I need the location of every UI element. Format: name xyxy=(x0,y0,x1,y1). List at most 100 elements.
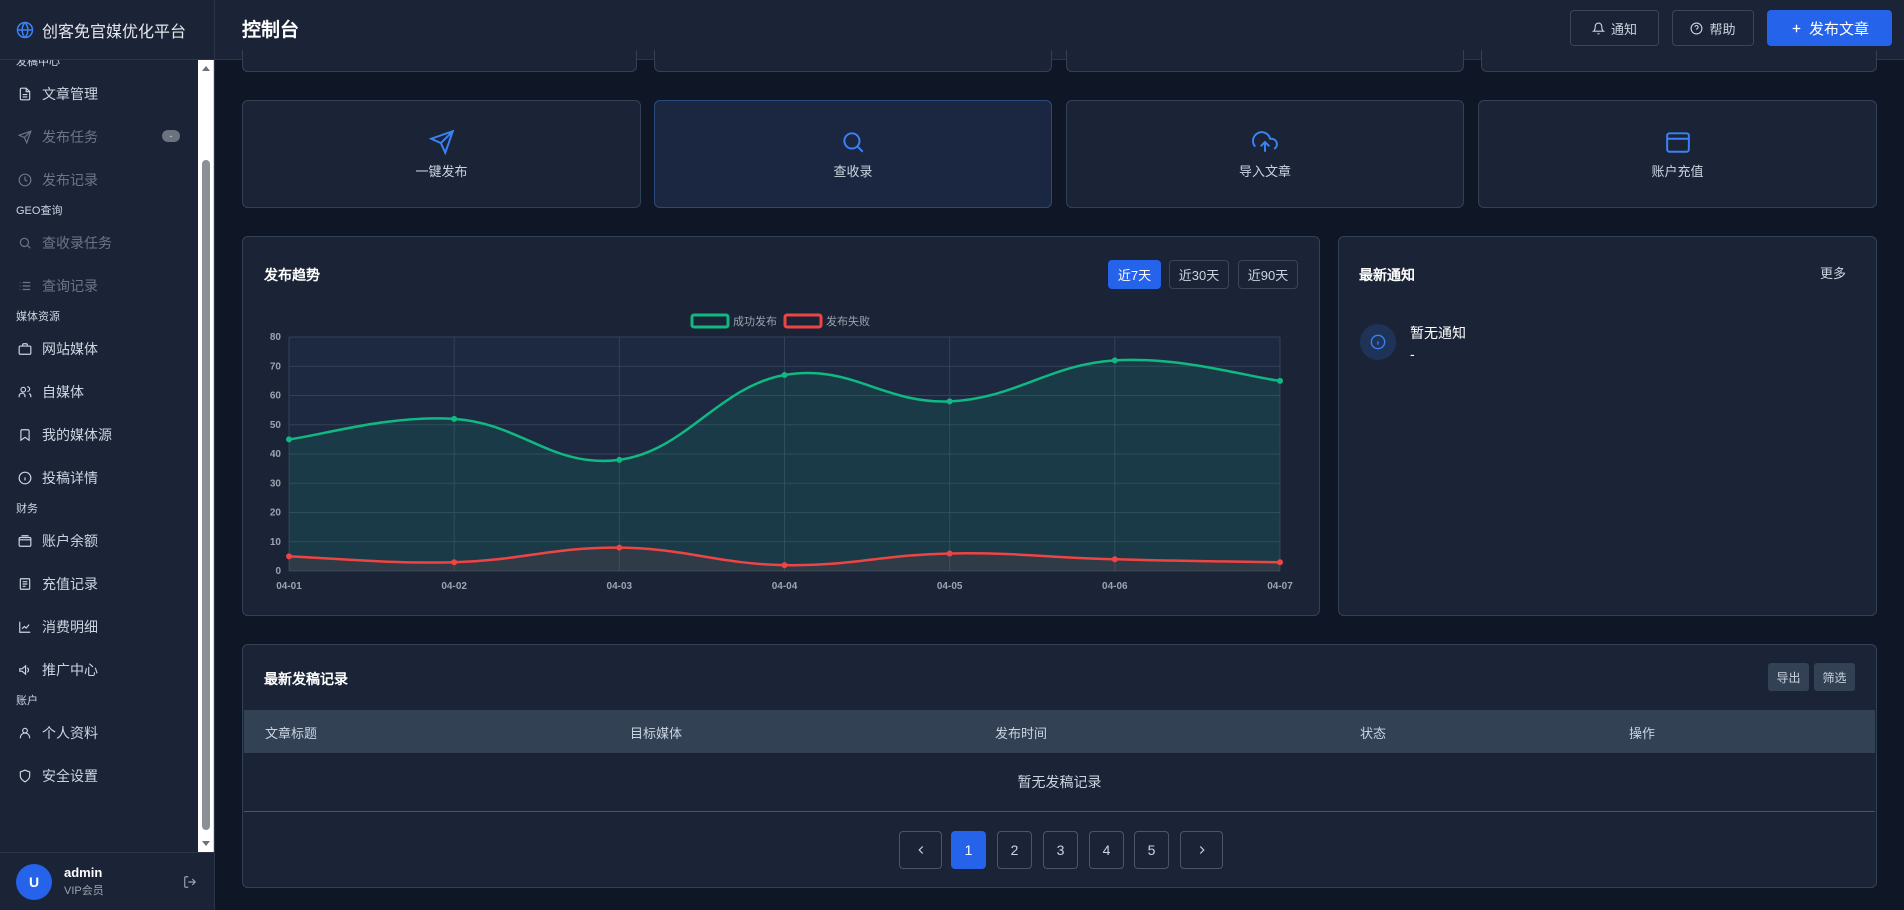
data-point xyxy=(946,550,953,557)
sidebar-item-publish-records[interactable]: 发布记录 xyxy=(0,158,198,201)
sidebar-item-label: 查询记录 xyxy=(42,277,98,294)
sidebar-item-consumption-details[interactable]: 消费明细 xyxy=(0,605,198,648)
sidebar-item-promotion-center[interactable]: 推广中心 xyxy=(0,648,198,691)
clock-icon xyxy=(18,173,32,186)
sidebar-item-label: 安全设置 xyxy=(42,767,98,784)
page-button[interactable]: 4 xyxy=(1089,831,1124,869)
card-title: 最新通知 xyxy=(1359,267,1415,283)
sidebar-item-label: 充值记录 xyxy=(42,575,98,592)
column-header: 操作 xyxy=(1629,726,1656,741)
publish-article-button[interactable]: 发布文章 xyxy=(1767,10,1892,46)
legend-label: 成功发布 xyxy=(733,314,777,328)
quick-action-publish[interactable]: 一键发布 xyxy=(242,100,641,208)
page-button[interactable]: 3 xyxy=(1043,831,1078,869)
search-icon xyxy=(843,131,864,152)
scroll-down-arrow[interactable] xyxy=(202,841,210,846)
data-point xyxy=(286,436,292,443)
bell-icon xyxy=(1591,22,1605,34)
data-point xyxy=(781,372,788,379)
data-point xyxy=(1277,377,1283,384)
page-button[interactable]: 1 xyxy=(951,831,986,869)
sidebar-item-self-media[interactable]: 自媒体 xyxy=(0,370,198,413)
scroll-up-arrow[interactable] xyxy=(202,66,210,71)
brand[interactable]: 创客免官媒优化平台 xyxy=(0,0,214,60)
quick-action-label: 导入文章 xyxy=(1238,163,1291,179)
sidebar-item-query-records[interactable]: 查询记录 xyxy=(0,264,198,307)
data-point xyxy=(616,544,623,551)
page-button[interactable]: 2 xyxy=(997,831,1032,869)
help-button[interactable]: 帮助 xyxy=(1672,10,1754,46)
data-point xyxy=(781,562,788,569)
nav-section-title: 账户 xyxy=(16,695,38,707)
y-tick-label: 20 xyxy=(270,508,282,519)
sidebar-item-submission-details[interactable]: 投稿详情 xyxy=(0,456,198,499)
export-button[interactable]: 导出 xyxy=(1768,663,1809,691)
avatar[interactable]: U xyxy=(16,863,52,900)
data-point xyxy=(451,415,458,422)
wallet-icon xyxy=(18,534,32,547)
quick-action-import[interactable]: 导入文章 xyxy=(1066,100,1464,208)
page-title: 控制台 xyxy=(242,20,300,41)
sidebar-item-article-management[interactable]: 文章管理 xyxy=(0,72,198,115)
stat-card xyxy=(1066,50,1464,72)
briefcase-icon xyxy=(18,342,32,355)
sidebar-item-my-media-sources[interactable]: 我的媒体源 xyxy=(0,413,198,456)
page-button[interactable]: 5 xyxy=(1134,831,1169,869)
help-icon xyxy=(1691,22,1703,34)
sidebar-item-account-balance[interactable]: 账户余额 xyxy=(0,519,198,562)
sidebar-item-label: 个人资料 xyxy=(42,724,98,741)
nav-section-title: 发稿中心 xyxy=(16,60,60,68)
sidebar-item-index-tasks[interactable]: 查收录任务 xyxy=(0,221,198,264)
sidebar-item-recharge-records[interactable]: 充值记录 xyxy=(0,562,198,605)
scroll-thumb[interactable] xyxy=(202,160,210,830)
shield-icon xyxy=(19,769,31,782)
sidebar-item-security[interactable]: 安全设置 xyxy=(0,754,198,797)
sidebar-item-website-media[interactable]: 网站媒体 xyxy=(0,327,198,370)
send-icon xyxy=(18,129,32,144)
y-tick-label: 80 xyxy=(270,332,282,343)
filter-button[interactable]: 筛选 xyxy=(1814,663,1855,691)
chart-line-icon xyxy=(19,621,31,633)
sidebar-item-label: 查收录任务 xyxy=(42,234,112,251)
range-7-days-button[interactable]: 近7天 xyxy=(1108,260,1161,289)
plus-icon xyxy=(1792,24,1801,32)
quick-action-recharge[interactable]: 账户充值 xyxy=(1478,100,1877,208)
next-page-button[interactable] xyxy=(1180,831,1223,869)
sidebar-item-profile[interactable]: 个人资料 xyxy=(0,711,198,754)
user-icon xyxy=(19,727,31,738)
sidebar-item-label: 消费明细 xyxy=(42,618,98,635)
column-header: 状态 xyxy=(1360,726,1387,741)
range-30-days-button[interactable]: 近30天 xyxy=(1169,260,1229,289)
prev-page-button[interactable] xyxy=(899,831,942,869)
nav-section-title: 媒体资源 xyxy=(16,311,60,323)
x-tick-label: 04-01 xyxy=(276,581,302,592)
quick-action-label: 查收录 xyxy=(833,163,873,179)
y-tick-label: 60 xyxy=(270,391,282,402)
data-point xyxy=(1111,556,1118,563)
publish-label: 发布文章 xyxy=(1808,20,1869,38)
notify-button[interactable]: 通知 xyxy=(1570,10,1659,46)
more-link[interactable]: 更多 xyxy=(1819,266,1846,281)
sidebar-nav: 发稿中心 文章管理 发布任务 - 发布记录 GEO查询 查收录任务 查询记 xyxy=(0,60,198,852)
card-title: 发布趋势 xyxy=(264,267,320,283)
quick-action-check-index[interactable]: 查收录 xyxy=(654,100,1052,208)
sidebar-item-label: 我的媒体源 xyxy=(42,426,112,443)
sidebar-scrollbar[interactable] xyxy=(198,60,214,852)
logout-icon[interactable] xyxy=(183,875,197,889)
sidebar-item-label: 自媒体 xyxy=(42,383,84,400)
x-tick-label: 04-05 xyxy=(937,581,963,592)
series-area xyxy=(289,547,1280,571)
y-tick-label: 10 xyxy=(270,537,282,548)
data-point xyxy=(616,456,623,463)
users-icon xyxy=(18,385,32,397)
stat-card xyxy=(1481,50,1877,72)
data-point xyxy=(1111,357,1118,364)
data-point xyxy=(946,398,953,405)
y-tick-label: 40 xyxy=(270,449,282,460)
data-point xyxy=(286,553,292,560)
legend-label: 发布失败 xyxy=(826,314,870,328)
sidebar-item-publish-tasks[interactable]: 发布任务 - xyxy=(0,115,198,158)
range-90-days-button[interactable]: 近90天 xyxy=(1238,260,1298,289)
x-tick-label: 04-06 xyxy=(1102,581,1128,592)
sidebar-item-label: 推广中心 xyxy=(42,661,98,678)
